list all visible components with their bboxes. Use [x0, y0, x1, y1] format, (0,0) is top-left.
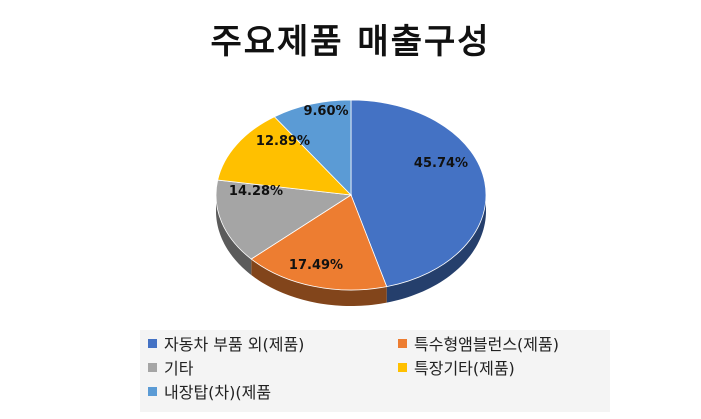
legend-swatch: [148, 386, 157, 396]
pie-chart: 45.74% 17.49% 14.28% 12.89% 9.60%: [215, 99, 487, 306]
pie-data-label: 17.49%: [289, 258, 343, 273]
pie-slice: [215, 179, 353, 260]
pie-slice: [250, 194, 388, 291]
legend-item: 자동차 부품 외(제품): [148, 332, 304, 354]
pie-data-label: 12.89%: [256, 134, 310, 149]
legend-label: 기타: [164, 359, 194, 378]
legend-label: 특수형앰블런스(제품): [414, 335, 559, 354]
pie-data-label: 9.60%: [303, 104, 348, 119]
legend-item: 기타: [148, 356, 193, 378]
pie-slice-side: [216, 195, 252, 276]
legend-item: 내장탑(차)(제품: [148, 380, 271, 402]
chart-legend: 자동차 부품 외(제품) 특수형앰블런스(제품) 기타 특장기타(제품) 내장탑(차)(…: [140, 330, 610, 412]
pie-slice-side: [386, 195, 486, 303]
legend-swatch: [148, 362, 157, 372]
pie-slice: [217, 116, 353, 196]
pie-data-label: 14.28%: [229, 184, 283, 199]
legend-swatch: [148, 338, 157, 348]
legend-item: 특수형앰블런스(제품): [398, 332, 559, 354]
legend-label: 내장탑(차)(제품: [164, 383, 272, 402]
pie-slice: [273, 99, 352, 196]
chart-title: 주요제품 매출구성: [210, 22, 491, 62]
legend-swatch: [398, 362, 407, 372]
pie-data-label: 45.74%: [414, 156, 468, 171]
legend-label: 자동차 부품 외(제품): [164, 335, 305, 354]
pie-slice-side: [251, 259, 387, 306]
pie-slice: [350, 99, 487, 288]
legend-swatch: [398, 338, 407, 348]
legend-label: 특장기타(제품): [414, 359, 515, 378]
legend-item: 특장기타(제품): [398, 356, 515, 378]
